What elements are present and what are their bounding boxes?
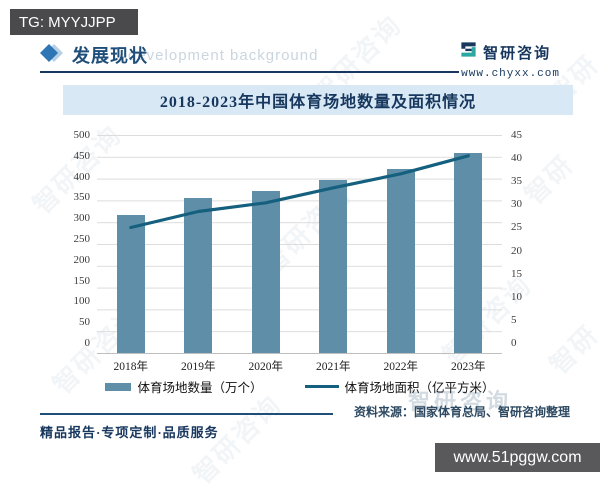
bars xyxy=(97,135,502,353)
y-right-tick: 40 xyxy=(511,152,522,165)
y-left-tick: 0 xyxy=(84,336,91,349)
y-left-tick: 150 xyxy=(73,274,91,287)
y-left-tick: 50 xyxy=(79,316,90,329)
bar-slot xyxy=(300,135,368,353)
y-axis-right: 45 40 35 30 25 20 15 10 5 0 xyxy=(502,129,532,349)
y-left-tick: 400 xyxy=(73,170,91,183)
footer-tagline: 精品报告·专项定制·品质服务 xyxy=(40,425,219,440)
tg-badge[interactable]: TG: MYYJJPP xyxy=(10,9,138,35)
bar xyxy=(251,191,280,353)
y-right-tick: 30 xyxy=(511,198,522,211)
legend-label-bars: 体育场地数量（万个） xyxy=(137,381,263,395)
watermark: 智研 xyxy=(544,319,600,380)
brand-logo-icon xyxy=(459,40,478,64)
tg-badge-label: TG: MYYJJPP xyxy=(19,13,116,31)
y-right-tick: 25 xyxy=(511,221,522,234)
x-tick: 2021年 xyxy=(316,361,351,373)
section-title: 发展现状 xyxy=(72,46,148,66)
bar xyxy=(116,215,145,353)
y-right-tick: 15 xyxy=(511,267,522,280)
legend-item-bars: 体育场地数量（万个） xyxy=(105,377,263,396)
brand-block: 智研咨询 www.chyxx.com xyxy=(459,40,562,80)
y-right-tick: 35 xyxy=(511,175,522,188)
url-badge-label: www.51pggw.com xyxy=(453,448,582,466)
x-axis: 2018年 2019年 2020年 2021年 2022年 2023年 xyxy=(97,358,502,374)
footer-rule xyxy=(40,413,333,415)
x-tick: 2019年 xyxy=(181,361,216,373)
data-source: 资料来源：国家体育总局、智研咨询整理 xyxy=(353,405,570,419)
x-tick: 2023年 xyxy=(451,361,486,373)
y-left-tick: 300 xyxy=(73,212,91,225)
bar-slot xyxy=(165,135,233,353)
brand-name: 智研咨询 xyxy=(483,45,552,62)
legend-item-line: 体育场地面积（亿平方米） xyxy=(304,377,495,396)
bar xyxy=(454,152,483,353)
header: 发展现状 智研咨询 www.chyxx.com xyxy=(40,40,572,80)
y-right-tick: 45 xyxy=(511,129,522,141)
legend: 体育场地数量（万个） 体育场地面积（亿平方米） xyxy=(0,377,600,396)
plot-area xyxy=(97,135,502,354)
y-left-tick: 200 xyxy=(73,253,91,266)
y-right-tick: 0 xyxy=(511,336,517,349)
x-tick: 2022年 xyxy=(383,361,419,373)
y-right-tick: 5 xyxy=(511,313,517,326)
y-left-tick: 450 xyxy=(73,149,91,162)
x-tick: 2018年 xyxy=(113,361,149,373)
y-left-tick: 500 xyxy=(73,129,91,141)
chart-title: 2018-2023年中国体育场地数量及面积情况 xyxy=(159,94,477,111)
chart-title-band: 2018-2023年中国体育场地数量及面积情况 xyxy=(63,85,573,115)
line-swatch xyxy=(304,385,339,388)
bar xyxy=(386,168,415,353)
y-left-tick: 100 xyxy=(73,295,91,308)
y-right-tick: 20 xyxy=(511,244,522,257)
bar xyxy=(184,198,213,353)
background-watermark-text: development background xyxy=(128,47,319,64)
diamond-bullet-icon xyxy=(40,43,64,68)
bar xyxy=(319,179,348,353)
brand-site-link[interactable]: www.chyxx.com xyxy=(459,68,562,80)
line-series xyxy=(129,154,470,230)
y-left-tick: 250 xyxy=(73,232,91,245)
url-badge[interactable]: www.51pggw.com xyxy=(435,443,600,472)
bar-swatch xyxy=(105,382,132,391)
chart: 500 450 400 350 300 250 200 150 100 50 0 2018年 2019… xyxy=(57,130,532,374)
legend-label-line: 体育场地面积（亿平方米） xyxy=(344,381,495,395)
header-rule xyxy=(40,71,560,73)
bar-slot xyxy=(435,135,503,353)
bar-slot xyxy=(232,135,300,353)
y-left-tick: 350 xyxy=(73,191,91,204)
bar-slot xyxy=(97,135,165,353)
y-axis-left: 500 450 400 350 300 250 200 150 100 50 0 xyxy=(57,129,97,349)
bar-slot xyxy=(367,135,435,353)
x-tick: 2020年 xyxy=(248,361,284,373)
footer-watermark-brand: 智研咨询 xyxy=(407,389,512,414)
y-right-tick: 10 xyxy=(511,290,522,303)
